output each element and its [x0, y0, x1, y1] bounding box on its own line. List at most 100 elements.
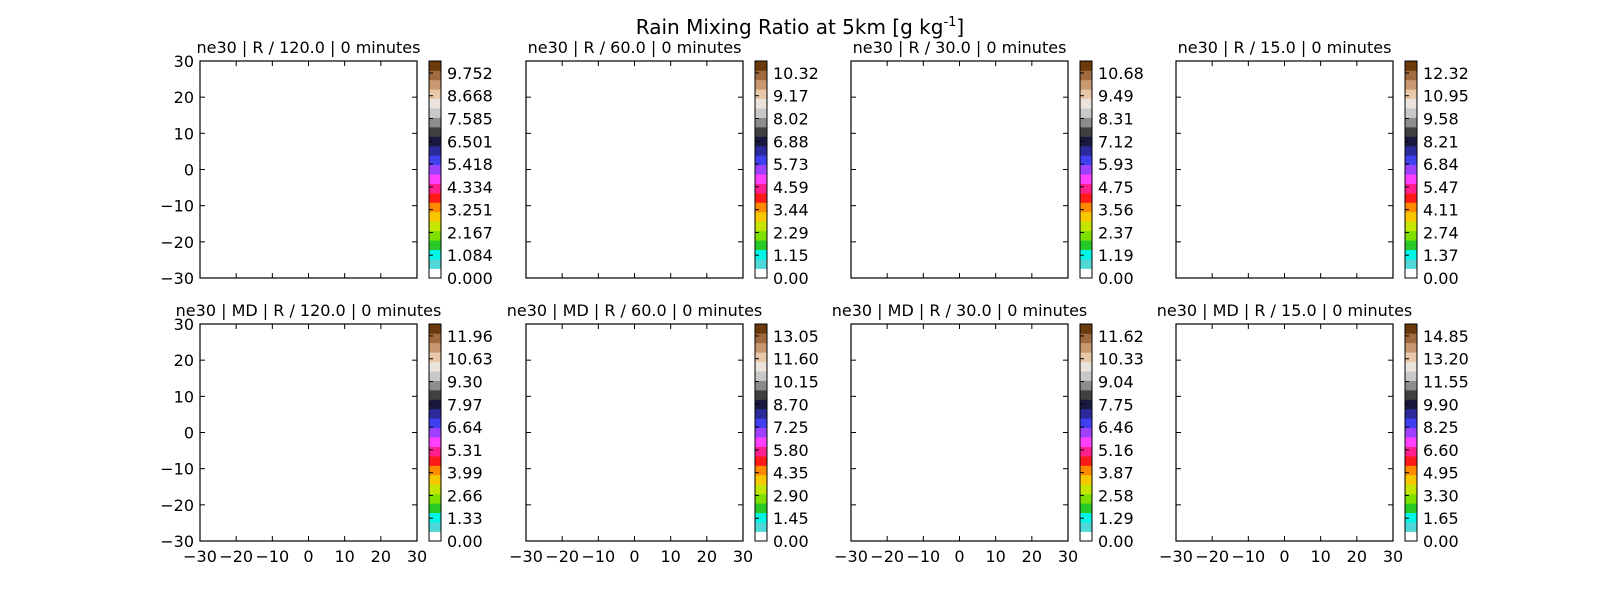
y-tick-label: −30 [160, 269, 194, 288]
figure-title: Rain Mixing Ratio at 5km [g kg-1] [636, 15, 964, 39]
colorbar-segment [1080, 145, 1092, 156]
panel-title: ne30 | R / 60.0 | 0 minutes [528, 38, 742, 57]
colorbar-segment [1405, 493, 1417, 504]
colorbar-tick-label: 0.00 [773, 269, 809, 288]
colorbar-tick-label: 2.90 [773, 486, 809, 505]
colorbar-segment [1405, 399, 1417, 410]
colorbar-segment [1080, 427, 1092, 438]
colorbar-segment [429, 174, 441, 184]
colorbar-segment [1080, 127, 1092, 137]
colorbar-segment [755, 465, 767, 476]
x-tick-label: 10 [660, 547, 680, 566]
colorbar-segment [755, 408, 767, 419]
colorbar-segment [1080, 164, 1092, 175]
colorbar-segment [1405, 164, 1417, 175]
colorbar: 0.00 1.33 2.66 3.99 5.31 6.64 7.97 9.30 10.63 11.… [428, 323, 493, 551]
colorbar-segment [755, 399, 767, 410]
colorbar-tick-label: 2.37 [1098, 223, 1134, 242]
colorbar-segment [1405, 437, 1417, 447]
colorbar-tick-label: 9.752 [447, 64, 493, 83]
colorbar-tick-label: 2.74 [1423, 223, 1459, 242]
colorbar-segment [429, 465, 441, 476]
colorbar-segment [1080, 408, 1092, 419]
colorbar: 0.00 1.65 3.30 4.95 6.60 8.25 9.90 11.55 13.20 14… [1404, 323, 1469, 551]
colorbar-segment [1405, 259, 1417, 269]
colorbar-segment [1080, 456, 1092, 466]
colorbar-segment [755, 193, 767, 203]
colorbar-segment [429, 342, 441, 353]
colorbar-segment [755, 240, 767, 250]
colorbar-segment [1405, 522, 1417, 532]
colorbar-segment [755, 380, 767, 391]
colorbar-segment [755, 361, 767, 372]
colorbar-tick-label: 0.00 [1423, 269, 1459, 288]
colorbar-segment [1080, 108, 1092, 118]
x-tick-label: 20 [371, 547, 391, 566]
colorbar-segment [429, 503, 441, 513]
colorbar-segment [1405, 361, 1417, 372]
colorbar: 0.00 1.15 2.29 3.44 4.59 5.73 6.88 8.02 9.17 10.3… [754, 60, 819, 288]
plot-area [199, 60, 418, 279]
colorbar-tick-label: 6.64 [447, 418, 483, 437]
colorbar-segment [1080, 183, 1092, 194]
panel-4: ne30 | R / 15.0 | 0 minutes 0.00 1.37 2.74 4… [1175, 38, 1469, 288]
colorbar-tick-label: 3.56 [1098, 201, 1134, 220]
plot-area [1175, 323, 1394, 542]
colorbar-segment [1080, 155, 1092, 166]
colorbar-tick-label: 4.59 [773, 178, 809, 197]
plot-area [850, 323, 1069, 542]
colorbar-segment [1405, 418, 1417, 429]
x-tick-label: 20 [1347, 547, 1367, 566]
panel-5: ne30 | MD | R / 120.0 | 0 minutes−30 −20−… [160, 301, 493, 566]
x-tick-label: −20 [545, 547, 579, 566]
x-tick-label: −20 [870, 547, 904, 566]
colorbar-segment [1405, 371, 1417, 381]
colorbar-segment [1080, 380, 1092, 391]
colorbar-segment [1080, 211, 1092, 222]
colorbar-segment [1405, 221, 1417, 232]
colorbar-segment [1405, 155, 1417, 166]
colorbar-tick-label: 13.20 [1423, 350, 1469, 369]
colorbar-segment [1405, 70, 1417, 81]
colorbar-segment [755, 456, 767, 466]
colorbar-tick-label: 8.70 [773, 395, 809, 414]
colorbar-segment [429, 418, 441, 429]
colorbar-segment [1405, 531, 1417, 542]
colorbar-tick-label: 6.60 [1423, 441, 1459, 460]
colorbar-tick-label: 5.16 [1098, 441, 1134, 460]
colorbar-segment [1405, 380, 1417, 391]
colorbar-frame [754, 323, 768, 542]
colorbar-segment [429, 221, 441, 232]
colorbar-tick-label: 11.55 [1423, 373, 1469, 392]
colorbar-frame [1404, 60, 1418, 279]
plot-area [525, 60, 744, 279]
colorbar-tick-label: 4.75 [1098, 178, 1134, 197]
colorbar-segment [1080, 259, 1092, 269]
colorbar-segment [429, 127, 441, 137]
y-tick-label: −20 [160, 496, 194, 515]
colorbar-segment [1405, 79, 1417, 90]
colorbar-tick-label: 9.04 [1098, 373, 1134, 392]
plot-area [525, 323, 744, 542]
colorbar-segment [755, 324, 767, 334]
colorbar-tick-label: 10.15 [773, 373, 819, 392]
colorbar-segment [429, 98, 441, 109]
colorbar-segment [429, 117, 441, 128]
colorbar-segment [429, 427, 441, 438]
colorbar-segment [755, 249, 767, 260]
x-tick-label: −10 [255, 547, 289, 566]
colorbar-tick-label: 1.084 [447, 246, 493, 265]
x-tick-label: −30 [183, 547, 217, 566]
colorbar-segment [429, 361, 441, 372]
colorbar-tick-label: 1.33 [447, 509, 483, 528]
colorbar-frame [1404, 323, 1418, 542]
colorbar-segment [755, 155, 767, 166]
panel-2: ne30 | R / 60.0 | 0 minutes 0.00 1.15 2.29 3… [525, 38, 819, 288]
colorbar-tick-label: 8.31 [1098, 110, 1134, 129]
x-tick-label: 0 [303, 547, 313, 566]
colorbar-segment [755, 183, 767, 194]
colorbar-segment [755, 98, 767, 109]
colorbar-segment [755, 211, 767, 222]
colorbar-segment [1080, 390, 1092, 400]
colorbar-segment [755, 418, 767, 429]
